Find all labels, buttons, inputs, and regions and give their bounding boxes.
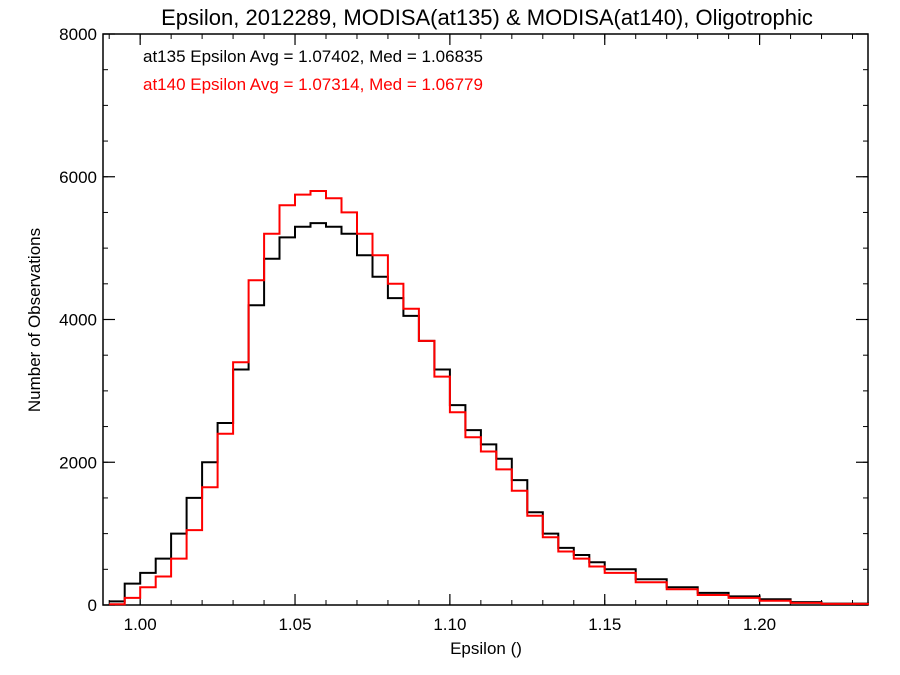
y-tick-label: 8000 (59, 25, 97, 44)
x-tick-label: 1.00 (124, 615, 157, 634)
series-line-1 (109, 222, 869, 605)
x-axis: 1.00 1.05 1.10 1.15 1.20 (108, 34, 854, 634)
x-tick-label: 1.05 (278, 615, 311, 634)
series-line-2 (109, 190, 869, 606)
annotation-1: at135 Epsilon Avg = 1.07402, Med = 1.068… (143, 47, 483, 66)
chart-title: Epsilon, 2012289, MODISA(at135) & MODISA… (161, 5, 813, 30)
x-tick-label: 1.20 (743, 615, 776, 634)
x-tick-label: 1.10 (433, 615, 466, 634)
y-tick-label: 2000 (59, 453, 97, 472)
y-tick-label: 0 (88, 596, 97, 615)
y-axis: 0 2000 4000 6000 8000 (59, 25, 868, 615)
plot-frame (102, 33, 869, 606)
y-axis-label: Number of Observations (25, 228, 44, 412)
annotations: at135 Epsilon Avg = 1.07402, Med = 1.068… (143, 47, 483, 94)
series-layer (109, 190, 869, 606)
x-tick-label: 1.15 (588, 615, 621, 634)
y-tick-label: 4000 (59, 311, 97, 330)
y-tick-label: 6000 (59, 168, 97, 187)
x-axis-label: Epsilon () (450, 639, 522, 658)
annotation-2: at140 Epsilon Avg = 1.07314, Med = 1.067… (143, 75, 483, 94)
